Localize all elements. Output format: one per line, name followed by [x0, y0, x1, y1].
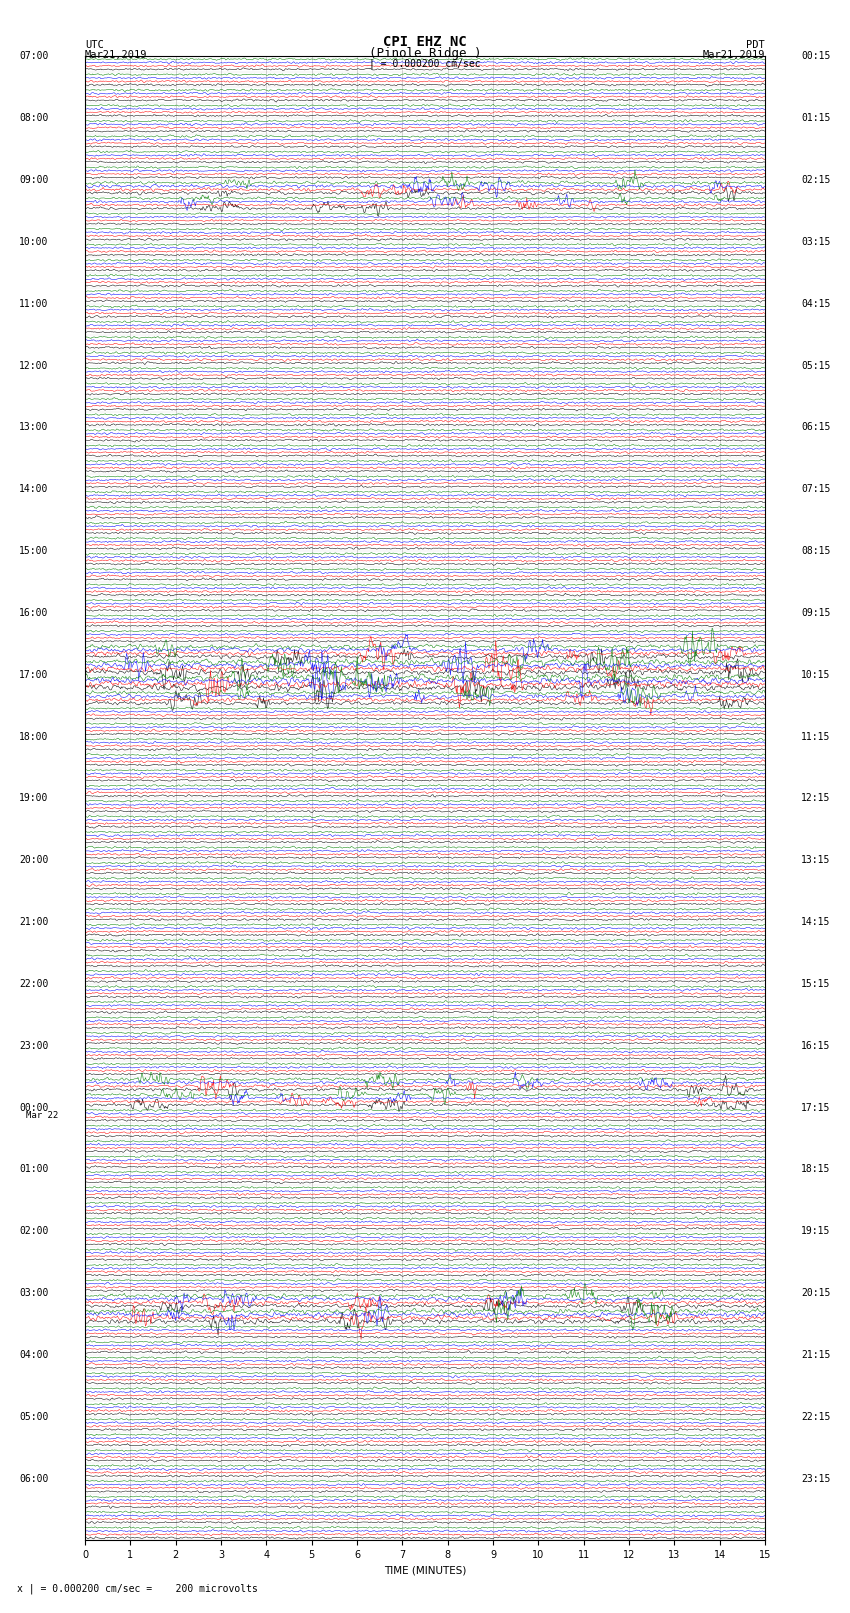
Text: 08:15: 08:15 [802, 547, 830, 556]
Text: 00:00: 00:00 [20, 1103, 48, 1113]
Text: Mar 22: Mar 22 [26, 1111, 58, 1119]
Text: 22:00: 22:00 [20, 979, 48, 989]
Text: 01:15: 01:15 [802, 113, 830, 123]
Text: 19:15: 19:15 [802, 1226, 830, 1236]
Text: 17:00: 17:00 [20, 669, 48, 679]
Text: Mar21,2019: Mar21,2019 [702, 50, 765, 60]
Text: 05:15: 05:15 [802, 361, 830, 371]
Text: 14:00: 14:00 [20, 484, 48, 494]
Text: 18:00: 18:00 [20, 732, 48, 742]
Text: 12:00: 12:00 [20, 361, 48, 371]
Text: 23:00: 23:00 [20, 1040, 48, 1050]
Text: 06:00: 06:00 [20, 1474, 48, 1484]
Text: (Pinole Ridge ): (Pinole Ridge ) [369, 47, 481, 60]
Text: 16:15: 16:15 [802, 1040, 830, 1050]
Text: 01:00: 01:00 [20, 1165, 48, 1174]
Text: | = 0.000200 cm/sec: | = 0.000200 cm/sec [369, 58, 481, 69]
Text: CPI EHZ NC: CPI EHZ NC [383, 35, 467, 50]
Text: 23:15: 23:15 [802, 1474, 830, 1484]
Text: 07:15: 07:15 [802, 484, 830, 494]
Text: 21:15: 21:15 [802, 1350, 830, 1360]
Text: 17:15: 17:15 [802, 1103, 830, 1113]
Text: 03:00: 03:00 [20, 1289, 48, 1298]
Text: 04:15: 04:15 [802, 298, 830, 308]
Text: 21:00: 21:00 [20, 918, 48, 927]
Text: 20:00: 20:00 [20, 855, 48, 865]
Text: 11:00: 11:00 [20, 298, 48, 308]
Text: 02:15: 02:15 [802, 176, 830, 185]
Text: 11:15: 11:15 [802, 732, 830, 742]
Text: UTC: UTC [85, 40, 104, 50]
Text: 10:00: 10:00 [20, 237, 48, 247]
X-axis label: TIME (MINUTES): TIME (MINUTES) [384, 1566, 466, 1576]
Text: 08:00: 08:00 [20, 113, 48, 123]
Text: 12:15: 12:15 [802, 794, 830, 803]
Text: 10:15: 10:15 [802, 669, 830, 679]
Text: 15:15: 15:15 [802, 979, 830, 989]
Text: Mar21,2019: Mar21,2019 [85, 50, 148, 60]
Text: 00:15: 00:15 [802, 52, 830, 61]
Text: 13:15: 13:15 [802, 855, 830, 865]
Text: 20:15: 20:15 [802, 1289, 830, 1298]
Text: 03:15: 03:15 [802, 237, 830, 247]
Text: 04:00: 04:00 [20, 1350, 48, 1360]
Text: 22:15: 22:15 [802, 1411, 830, 1421]
Text: 19:00: 19:00 [20, 794, 48, 803]
Text: 14:15: 14:15 [802, 918, 830, 927]
Text: 02:00: 02:00 [20, 1226, 48, 1236]
Text: 06:15: 06:15 [802, 423, 830, 432]
Text: 05:00: 05:00 [20, 1411, 48, 1421]
Text: 15:00: 15:00 [20, 547, 48, 556]
Text: 09:15: 09:15 [802, 608, 830, 618]
Text: x | = 0.000200 cm/sec =    200 microvolts: x | = 0.000200 cm/sec = 200 microvolts [17, 1582, 258, 1594]
Text: 16:00: 16:00 [20, 608, 48, 618]
Text: 13:00: 13:00 [20, 423, 48, 432]
Text: 07:00: 07:00 [20, 52, 48, 61]
Text: 09:00: 09:00 [20, 176, 48, 185]
Text: 18:15: 18:15 [802, 1165, 830, 1174]
Text: PDT: PDT [746, 40, 765, 50]
